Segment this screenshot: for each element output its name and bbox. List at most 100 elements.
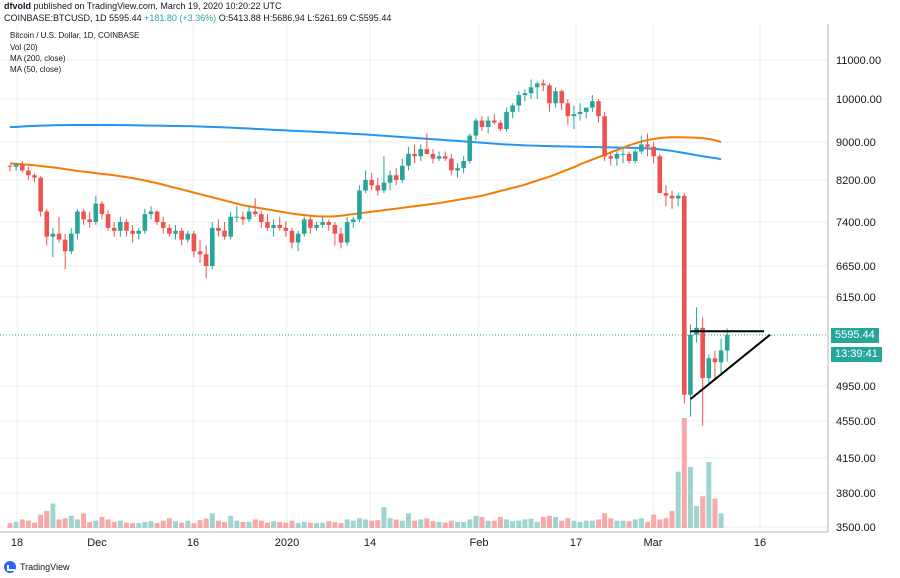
candle-body [571, 114, 577, 117]
price-tick-label: 4550.00 [836, 416, 876, 428]
candle-body [111, 227, 117, 231]
chart-header: dfvold published on TradingView.com, Mar… [0, 0, 900, 24]
candle-body [547, 85, 552, 104]
volume-bar [68, 515, 74, 528]
candle-body [142, 214, 148, 231]
volume-bar [154, 523, 160, 528]
volume-bar [338, 523, 344, 528]
candle-body [93, 203, 99, 222]
chart-title: Bitcoin / U.S. Dollar, 1D, COINBASE [10, 31, 140, 40]
price-tick-label: 6650.00 [836, 261, 876, 273]
candle-body [626, 153, 632, 161]
ohlc-values: O:5413.88 H:5686.94 L:5261.69 C:5595.44 [218, 13, 392, 23]
volume-bar [430, 521, 436, 528]
candle-body [283, 227, 289, 231]
candle-body [240, 216, 246, 220]
volume-bar [595, 519, 601, 528]
volume-bar [608, 518, 614, 528]
volume-bar [614, 520, 620, 528]
candle-body [424, 149, 430, 154]
candle-body [185, 233, 191, 240]
volume-bar [559, 520, 565, 528]
volume-bar [283, 522, 289, 528]
volume-bar [497, 517, 503, 528]
candle-body [363, 180, 368, 191]
candle-body [154, 211, 160, 222]
volume-bar [632, 519, 638, 528]
volume-bar [74, 519, 80, 528]
vol-indicator-label[interactable]: Vol (20) [10, 43, 38, 52]
candle-body [246, 211, 252, 220]
volume-bar [105, 519, 111, 528]
volume-bar [412, 520, 418, 528]
volume-bar [332, 522, 338, 528]
candle-body [50, 233, 56, 237]
candle-body [289, 230, 295, 243]
volume-bar [350, 520, 356, 528]
volume-bar [718, 513, 724, 528]
ma50-indicator-label[interactable]: MA (50, close) [10, 65, 62, 74]
time-tick-label: 18 [11, 537, 23, 549]
candle-body [13, 164, 19, 167]
candle-body [688, 334, 693, 395]
volume-bar [197, 520, 203, 528]
candle-body [160, 222, 166, 228]
time-tick-label: 14 [364, 537, 376, 549]
publish-info: published on TradingView.com, March 19, … [33, 1, 282, 11]
volume-bar [191, 523, 197, 528]
candle-body [222, 230, 227, 237]
publisher-name[interactable]: dfvold [4, 1, 31, 11]
volume-bar [387, 518, 393, 528]
candle-body [706, 358, 712, 379]
candle-body [565, 103, 571, 117]
price-chart[interactable]: 11000.00 10000.00 9000.00 8200.00 7400.00 665… [0, 24, 900, 558]
support-trendline [689, 333, 771, 400]
volume-bar [160, 520, 166, 528]
last-price-badge: 5595.44 [831, 328, 879, 343]
candle-body [528, 87, 534, 94]
candle-body [639, 144, 644, 152]
candle-body [620, 153, 626, 155]
candle-body [596, 101, 601, 117]
volume-bar [203, 518, 209, 528]
candle-body [632, 151, 638, 161]
candle-body [167, 227, 172, 234]
candle-body [412, 153, 417, 157]
candle-body [522, 93, 528, 96]
candle-body [712, 358, 718, 363]
volume-bar [681, 418, 687, 528]
ma200-indicator-label[interactable]: MA (200, close) [10, 54, 66, 63]
candle-body [645, 144, 650, 147]
volume-bar [356, 518, 362, 528]
volume-bar [546, 515, 552, 528]
volume-bar [246, 521, 252, 528]
candle-body [44, 211, 50, 237]
candle-body [259, 214, 264, 222]
volume-bar [706, 462, 712, 528]
volume-bar [418, 519, 424, 528]
candle-body [608, 156, 614, 159]
volume-bar [577, 521, 583, 528]
candle-body [418, 149, 424, 157]
volume-bar [626, 521, 632, 528]
candle-body [449, 158, 454, 171]
candle-body [369, 180, 374, 186]
price-tick-label: 6150.00 [836, 292, 876, 304]
candle-body [473, 120, 479, 136]
volume-bar [13, 521, 19, 528]
candle-body [406, 153, 411, 166]
volume-bar [19, 519, 25, 528]
price-tick-label: 3500.00 [836, 522, 876, 534]
brand-name: TradingView [20, 562, 70, 572]
volume-bar [393, 519, 399, 528]
volume-bar [264, 522, 270, 528]
candle-body [234, 216, 240, 218]
candle-body [99, 203, 105, 215]
volume-bar [675, 471, 681, 528]
footer-brand[interactable]: TradingView [4, 561, 70, 573]
volume-bar [602, 513, 608, 528]
volume-bar [240, 521, 246, 528]
candle-body [124, 222, 129, 231]
candle-body [87, 219, 92, 222]
candle-body [357, 190, 362, 220]
